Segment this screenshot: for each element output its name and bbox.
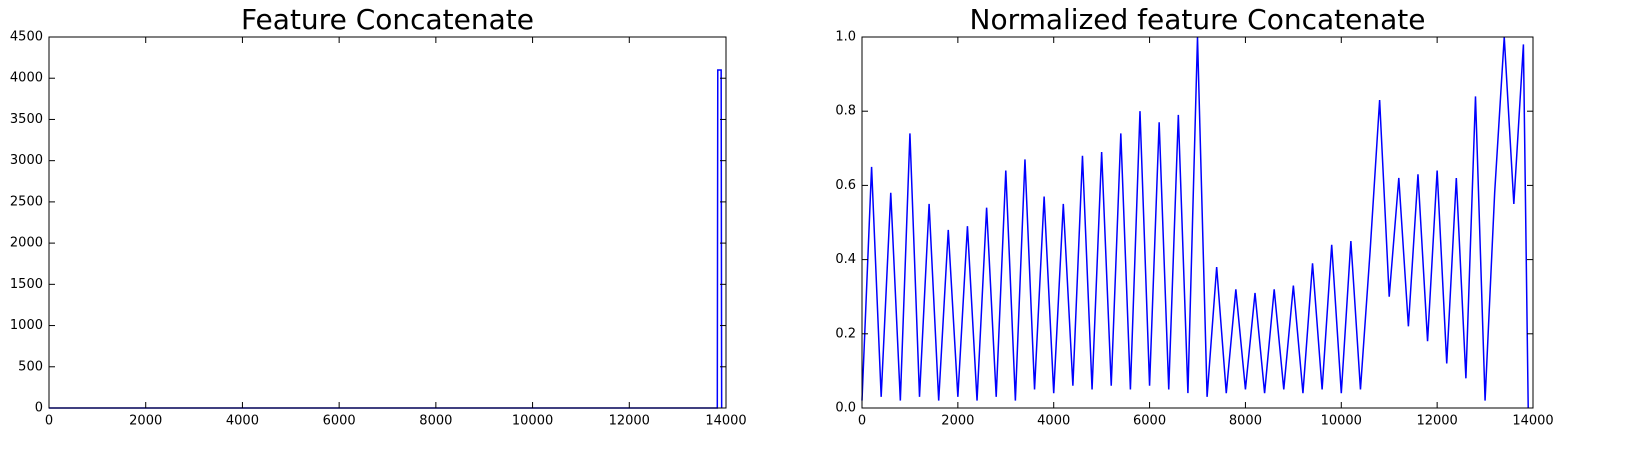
y-tick-label: 500 [18,359,43,374]
y-tick-label: 2500 [10,194,43,209]
x-tick-label: 10000 [1321,414,1362,429]
data-line [861,36,1529,409]
x-tick-label: 8000 [419,414,452,429]
chart-title: Normalized feature Concatenate [970,3,1426,36]
data-line [49,69,723,409]
chart-title: Feature Concatenate [241,3,534,36]
y-tick-label: 0.8 [835,104,856,119]
y-tick-label: 1000 [10,318,43,333]
axes-frame [48,36,727,409]
x-tick-label: 2000 [941,414,974,429]
y-tick-label: 3000 [10,153,43,168]
x-tick-label: 6000 [1133,414,1166,429]
y-tick-label: 4500 [10,30,43,45]
y-tick-label: 0.0 [835,401,856,416]
y-tick-label: 0 [35,401,43,416]
y-tick-label: 0.4 [835,252,856,267]
x-tick-label: 4000 [226,414,259,429]
y-tick-label: 3500 [10,112,43,127]
x-tick-label: 2000 [129,414,162,429]
y-tick-label: 1.0 [835,30,856,45]
x-tick-label: 0 [858,414,866,429]
y-tick-label: 0.6 [835,178,856,193]
x-tick-label: 4000 [1037,414,1070,429]
x-tick-label: 14000 [705,414,746,429]
x-tick-label: 10000 [512,414,553,429]
y-tick-label: 2000 [10,236,43,251]
x-tick-label: 0 [45,414,53,429]
x-tick-label: 12000 [1416,414,1457,429]
y-tick-label: 4000 [10,71,43,86]
y-tick-label: 0.2 [835,326,856,341]
axes-frame [861,36,1534,409]
x-tick-label: 6000 [323,414,356,429]
x-tick-label: 12000 [609,414,650,429]
x-tick-label: 14000 [1512,414,1553,429]
y-tick-label: 1500 [10,277,43,292]
x-tick-label: 8000 [1229,414,1262,429]
